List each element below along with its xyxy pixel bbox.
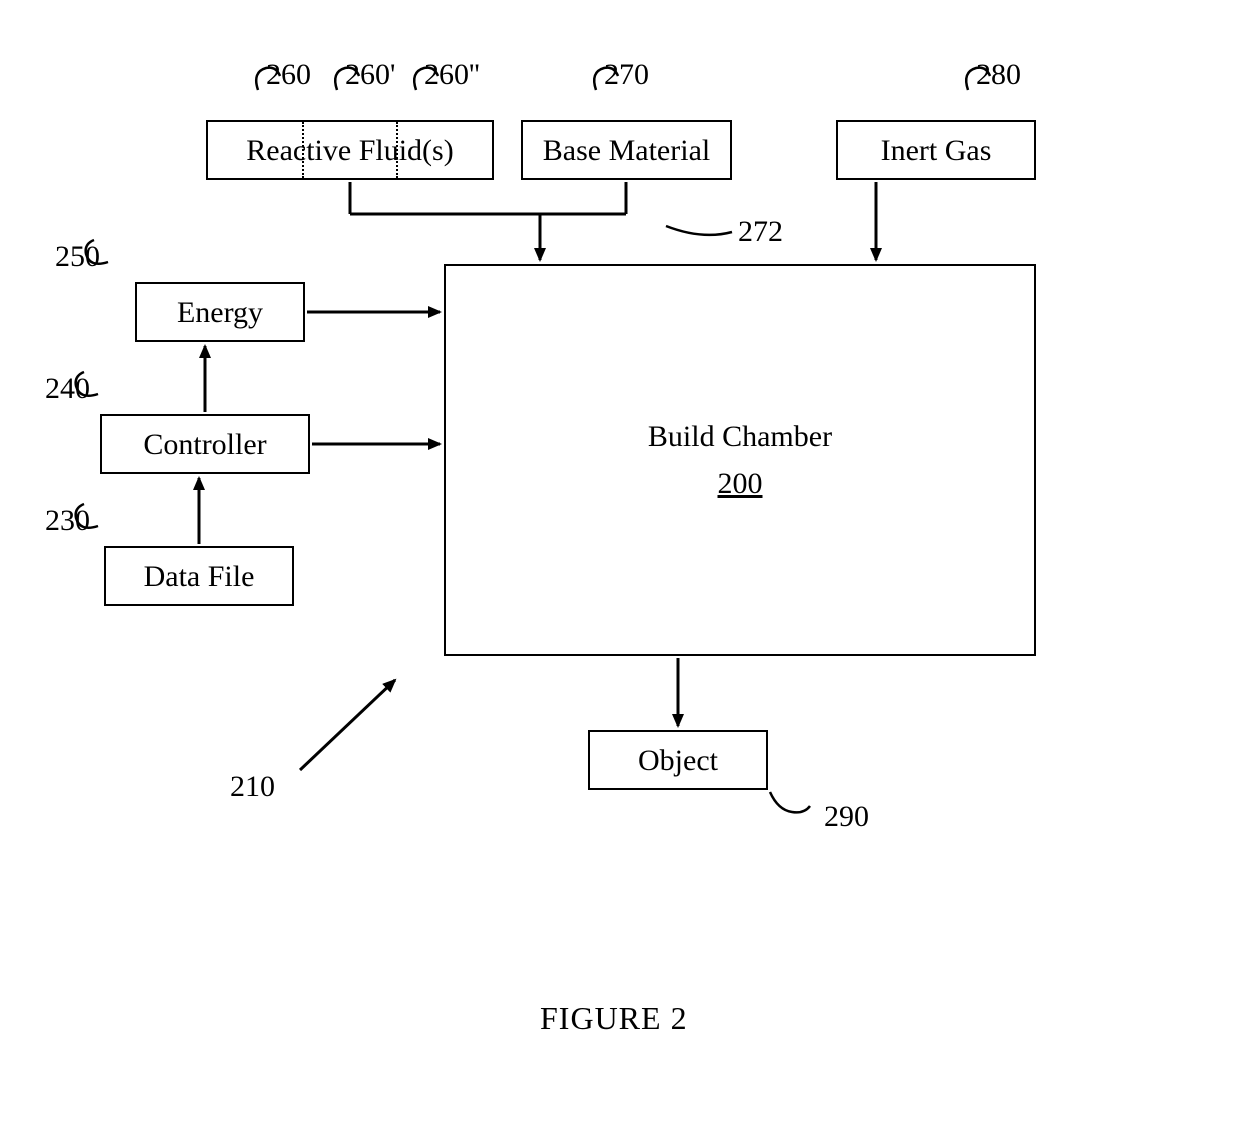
svg-connectors bbox=[0, 0, 1240, 1131]
